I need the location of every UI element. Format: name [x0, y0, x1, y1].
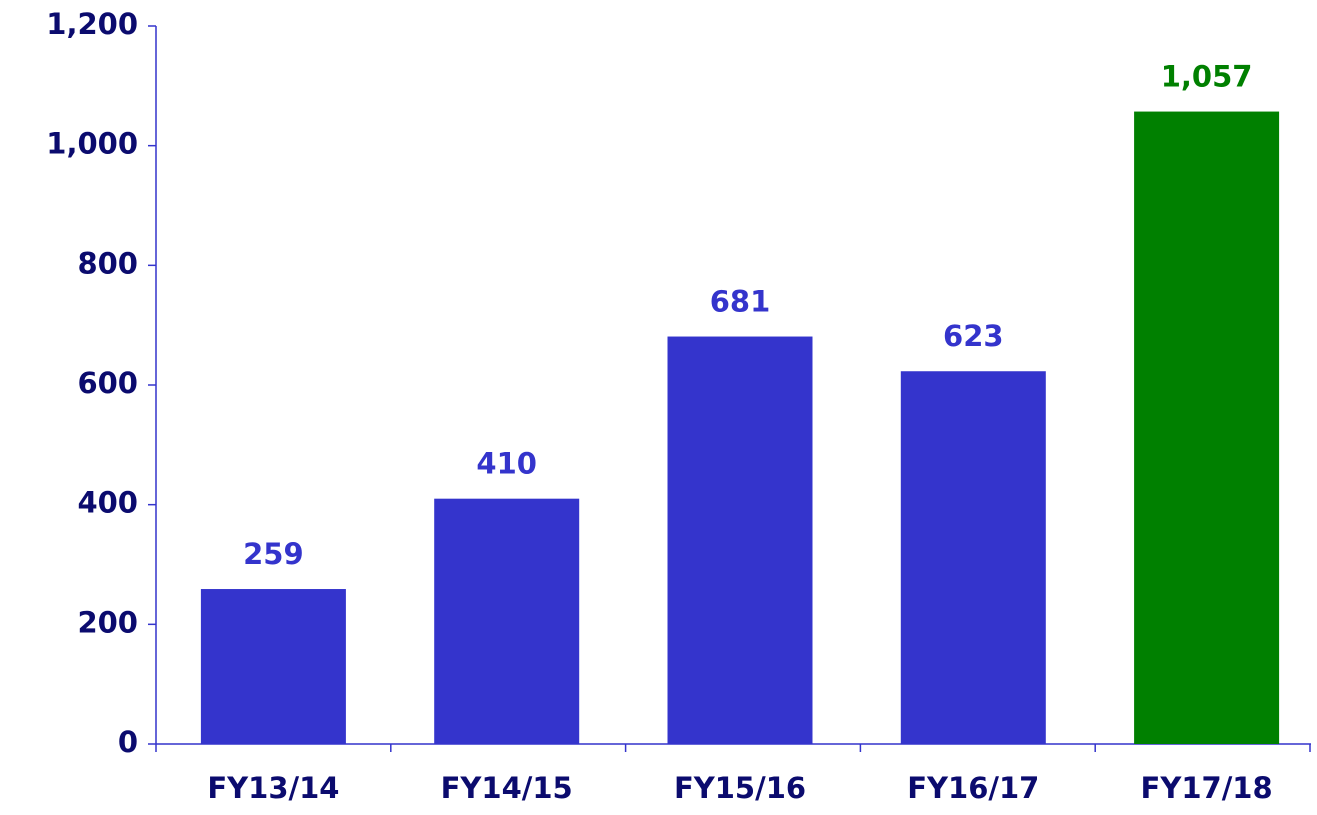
x-tick-label: FY14/15: [441, 771, 573, 805]
bar: [900, 371, 1046, 744]
bar: [200, 589, 346, 744]
bar: [434, 498, 580, 744]
value-label: 1,057: [1161, 60, 1253, 94]
value-label: 259: [243, 537, 304, 571]
x-tick-label: FY13/14: [207, 771, 339, 805]
y-tick-label: 800: [77, 246, 138, 280]
y-tick-label: 400: [77, 486, 138, 520]
bar: [1134, 111, 1280, 745]
y-tick-label: 1,000: [46, 127, 138, 161]
y-tick-label: 600: [77, 366, 138, 400]
bar: [667, 336, 813, 744]
value-label: 623: [943, 319, 1004, 353]
value-label: 681: [710, 285, 771, 319]
x-tick-label: FY15/16: [674, 771, 806, 805]
x-tick-label: FY17/18: [1141, 771, 1273, 805]
x-tick-label: FY16/17: [907, 771, 1039, 805]
y-tick-label: 1,200: [46, 7, 138, 41]
value-label: 410: [476, 447, 537, 481]
y-tick-label: 200: [77, 605, 138, 639]
y-tick-label: 0: [118, 725, 138, 759]
